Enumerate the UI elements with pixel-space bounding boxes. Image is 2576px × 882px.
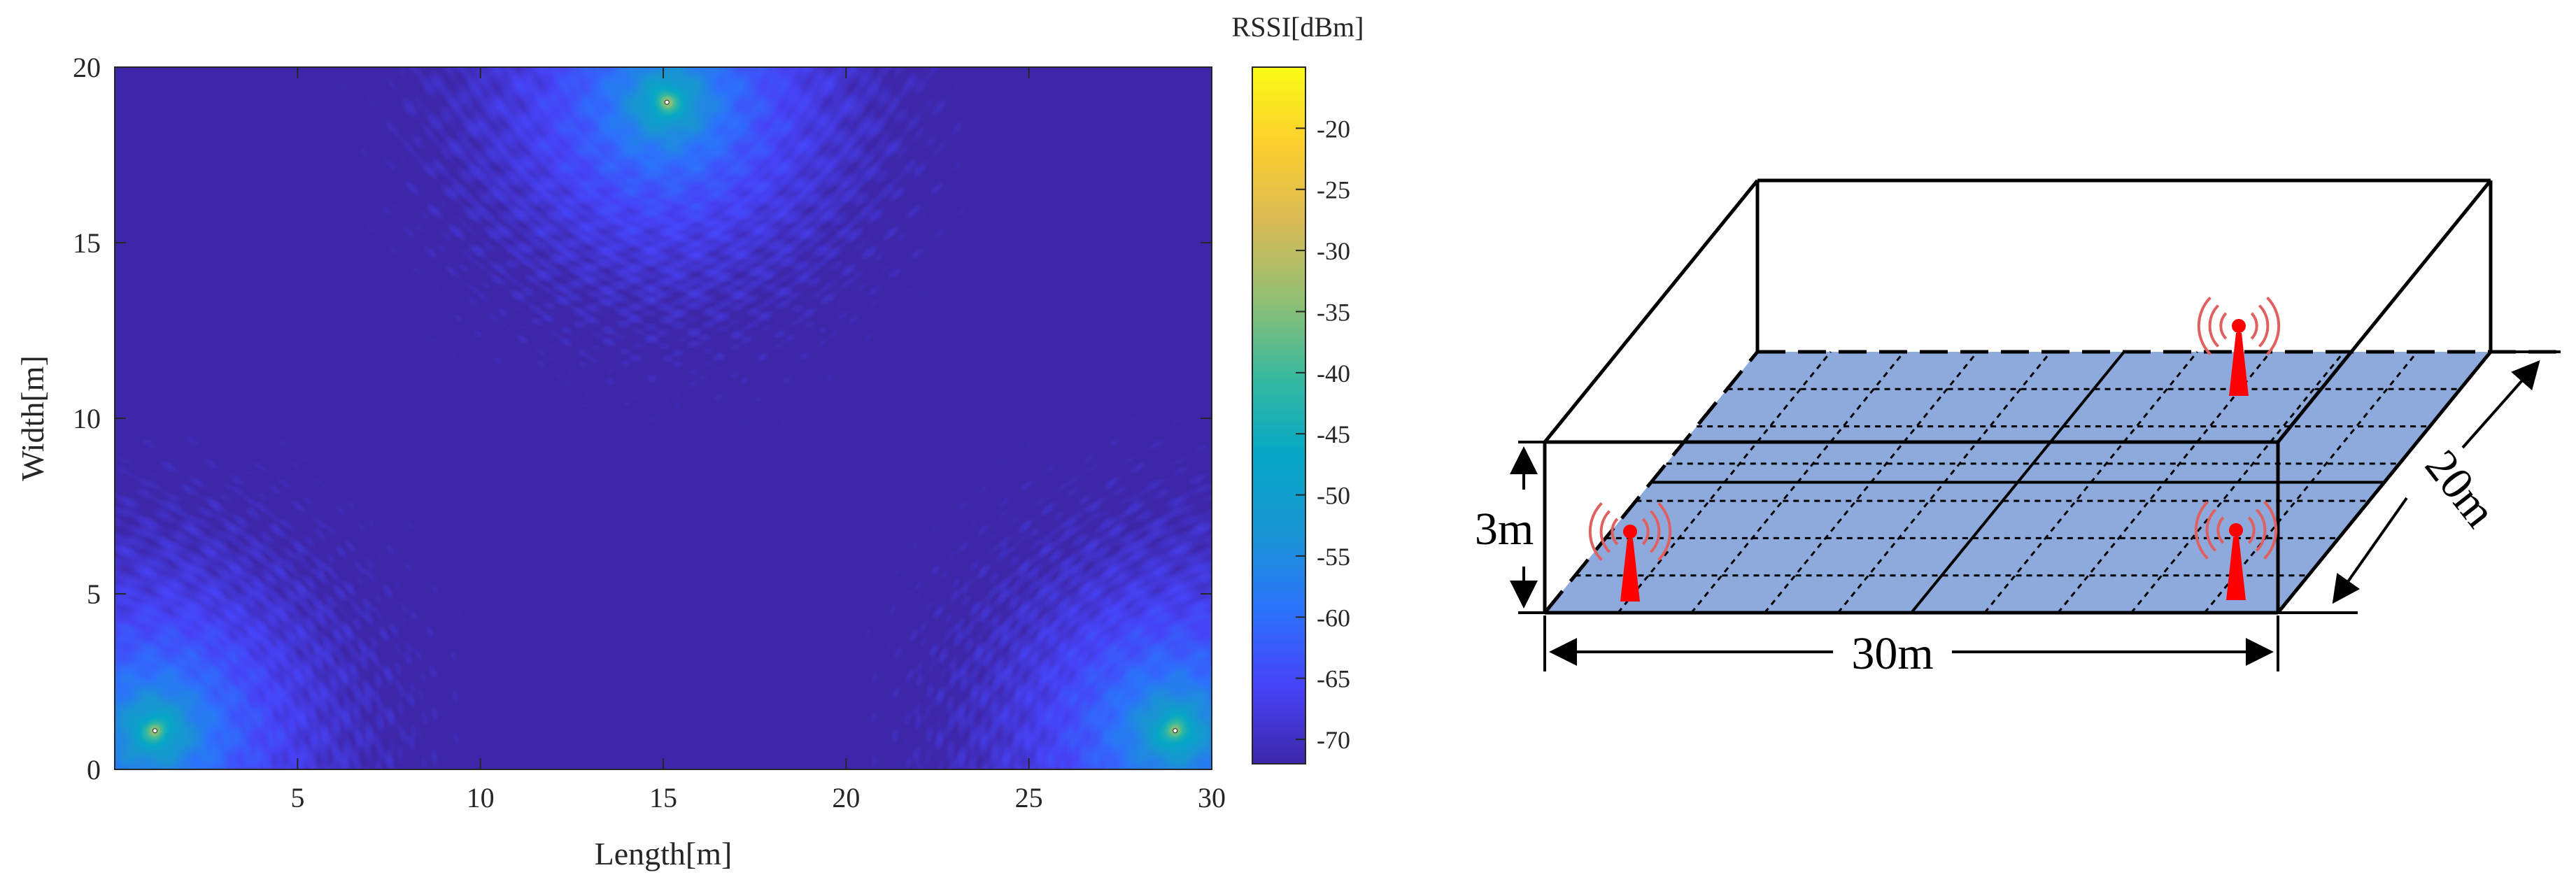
- length-dimension-label: 30m: [1851, 628, 1933, 679]
- colorbar-tick-label: -45: [1317, 420, 1350, 448]
- antenna-icon: [2194, 501, 2278, 600]
- signal-source-point: [1173, 728, 1178, 734]
- colorbar-tick-label: -65: [1317, 665, 1350, 693]
- y-tick-label: 5: [87, 578, 101, 610]
- colorbar-tick-label: -20: [1317, 115, 1350, 143]
- y-tick-label: 20: [73, 52, 101, 83]
- colorbar-tick-label: -25: [1317, 176, 1350, 204]
- x-tick-label: 5: [290, 782, 304, 813]
- heatmap-axes: 5 10 15 20 25 30 0 5 10 15 20 Length[m] Width[m] -20 -…: [15, 11, 1364, 872]
- x-tick-label: 20: [832, 782, 860, 813]
- room-wireframe-edge: [1543, 179, 1759, 443]
- y-axis-label: Width[m]: [15, 355, 50, 481]
- colorbar-tick-label: -55: [1317, 543, 1350, 571]
- rssi-heatmap-panel: 5 10 15 20 25 30 0 5 10 15 20 Length[m] Width[m] -20 -…: [15, 11, 1364, 872]
- colorbar-tick-label: -40: [1317, 360, 1350, 387]
- x-tick-label: 25: [1015, 782, 1043, 813]
- colorbar-tick-label: -70: [1317, 726, 1350, 754]
- x-axis-label: Length[m]: [595, 836, 733, 872]
- heatmap-plot-area: [115, 67, 1212, 769]
- antenna-icon: [2197, 297, 2281, 396]
- x-tick-label: 30: [1198, 782, 1226, 813]
- signal-source-point: [664, 99, 670, 105]
- signal-source-point: [152, 728, 157, 734]
- x-tick-label: 10: [467, 782, 495, 813]
- colorbar-label: RSSI[dBm]: [1232, 11, 1364, 43]
- y-tick-label: 0: [87, 754, 101, 785]
- y-tick-label: 10: [73, 403, 101, 434]
- colorbar-tick-label: -50: [1317, 482, 1350, 510]
- y-tick-label: 15: [73, 227, 101, 259]
- width-arrow: [2461, 360, 2540, 449]
- x-tick-label: 15: [649, 782, 677, 813]
- room-diagram: 3m 30m 20m: [1475, 178, 2561, 679]
- width-dimension-label: 20m: [2415, 441, 2506, 536]
- height-dimension-label: 3m: [1475, 504, 1534, 555]
- plot-frame: [114, 66, 1212, 770]
- colorbar-tick-label: -35: [1317, 298, 1350, 326]
- width-arrow: [2332, 497, 2408, 604]
- colorbar-tick-label: -30: [1317, 237, 1350, 265]
- room-wireframe-edge: [2277, 179, 2492, 443]
- antenna-icon: [1588, 502, 1672, 602]
- colorbar-tick-label: -60: [1317, 604, 1350, 632]
- colorbar: [1252, 66, 1306, 764]
